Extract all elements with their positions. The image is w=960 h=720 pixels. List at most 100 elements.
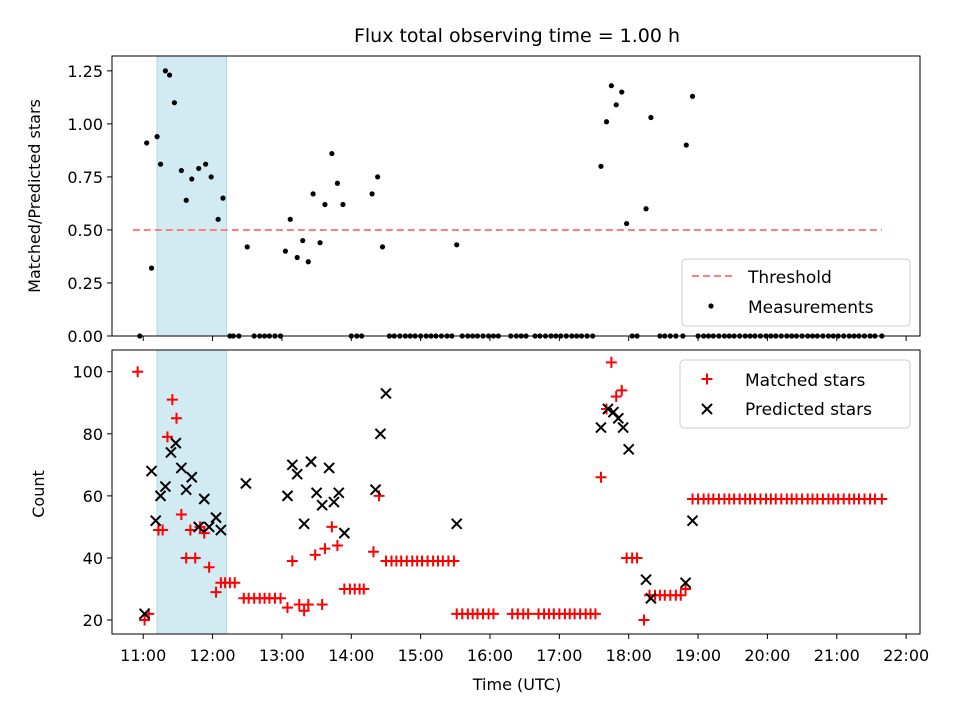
measurement-point: [603, 119, 610, 125]
predicted-star-point: [338, 527, 351, 539]
measurement-point: [643, 206, 649, 212]
measurement-point: [317, 240, 323, 246]
measurement-point: [340, 201, 346, 208]
measurement-point: [598, 163, 604, 169]
predicted-star-point: [281, 490, 294, 502]
matched-star-point: [876, 493, 888, 505]
measurement-point: [144, 140, 150, 146]
matched-star-point: [367, 546, 379, 558]
top-plot-area: 0.00 0.25 0.50 0.75 1.00 1.25: [67, 55, 921, 346]
predicted-star-point: [679, 577, 692, 589]
predicted-star-point: [622, 443, 635, 456]
top-y-tick-label: 1.00: [67, 115, 103, 134]
predicted-star-point: [215, 524, 227, 536]
measurement-point: [648, 114, 654, 121]
bottom-y-tick-label: 20: [83, 611, 103, 630]
matched-star-point: [281, 602, 293, 614]
measurement-point: [178, 167, 184, 174]
legend-matched-label: Matched stars: [745, 371, 865, 391]
matched-star-point: [610, 391, 622, 403]
matched-star-point: [487, 608, 499, 620]
matched-star-point: [210, 586, 222, 598]
top-y-tick-label: 1.25: [67, 62, 103, 81]
measurement-point: [300, 237, 306, 244]
predicted-star-point: [192, 521, 205, 533]
matched-star-point: [675, 589, 687, 601]
predicted-star-point: [149, 515, 162, 527]
bottom-shaded-interval: [156, 349, 227, 635]
predicted-star-point: [328, 496, 340, 508]
predicted-star-point: [316, 499, 328, 511]
measurement-point: [329, 150, 335, 157]
x-tick-label: 19:00: [675, 646, 721, 665]
measurement-point: [287, 216, 293, 222]
measurement-point: [162, 68, 169, 74]
chart-title: Flux total observing time = 1.00 h: [354, 25, 680, 47]
matched-star-point: [448, 555, 460, 567]
predicted-star-point: [210, 511, 222, 524]
predicted-star-point: [175, 462, 188, 474]
predicted-star-point: [138, 608, 151, 620]
x-tick-label: 21:00: [814, 646, 860, 665]
matched-star-point: [680, 583, 692, 595]
legend-measurements-swatch: [708, 303, 714, 309]
measurement-point: [369, 191, 375, 197]
predicted-star-point: [310, 487, 323, 499]
predicted-star-point: [640, 573, 652, 586]
measurement-point: [148, 265, 155, 271]
matched-star-point: [166, 394, 178, 406]
measurement-point: [183, 197, 189, 203]
matched-star-point: [309, 549, 321, 561]
matched-star-point: [286, 555, 298, 567]
matched-star-point: [203, 561, 215, 573]
matched-star-point: [595, 471, 607, 483]
predicted-star-point: [165, 446, 177, 459]
predicted-star-point: [645, 592, 657, 605]
bottom-legend: Matched stars Predicted stars: [679, 359, 911, 429]
predicted-star-point: [602, 403, 614, 415]
predicted-star-point: [617, 421, 629, 434]
predicted-star-point: [450, 518, 463, 530]
matched-star-point: [175, 509, 187, 521]
measurement-point: [189, 176, 195, 182]
top-axes-frame: [111, 55, 921, 337]
matched-star-point: [198, 527, 210, 539]
x-tick-label: 12:00: [190, 646, 236, 665]
measurement-point: [608, 83, 614, 89]
x-axis-label: Time (UTC): [472, 675, 561, 694]
bottom-y-axis-label: Count: [29, 470, 48, 518]
x-tick-label: 13:00: [259, 646, 305, 665]
predicted-star-point: [305, 456, 317, 468]
measurement-point: [196, 165, 202, 172]
x-tick-label: 20:00: [744, 646, 790, 665]
matched-star-point: [229, 577, 241, 589]
predicted-star-point: [369, 483, 382, 496]
predicted-star-point: [380, 387, 392, 400]
x-tick-label: 18:00: [606, 646, 652, 665]
predicted-star-point: [374, 428, 387, 440]
legend-threshold-label: Threshold: [747, 268, 832, 288]
x-tick-label: 22:00: [883, 646, 929, 665]
measurement-point: [689, 93, 696, 99]
predicted-star-point: [170, 437, 182, 449]
top-y-axis-label: Matched/Predicted stars: [25, 99, 44, 293]
predicted-star-point: [686, 515, 699, 527]
predicted-star-point: [240, 477, 252, 490]
legend-measurements-label: Measurements: [748, 298, 874, 318]
matched-star-point: [161, 431, 173, 443]
measurement-point: [454, 242, 460, 248]
matched-star-point: [302, 599, 314, 611]
top-y-tick-label: 0.50: [67, 221, 103, 240]
measurement-point: [282, 248, 288, 254]
measurement-point: [215, 216, 221, 222]
bottom-y-tick-label: 60: [83, 487, 103, 506]
matched-star-point: [184, 524, 196, 536]
predicted-star-point: [159, 480, 172, 493]
measurement-point: [171, 100, 178, 106]
measurement-point: [244, 244, 250, 250]
predicted-star-point: [198, 493, 210, 505]
bottom-legend-box: [679, 359, 911, 429]
measurement-point: [334, 180, 341, 186]
matched-star-point: [605, 356, 617, 368]
top-legend-box: [681, 258, 911, 327]
